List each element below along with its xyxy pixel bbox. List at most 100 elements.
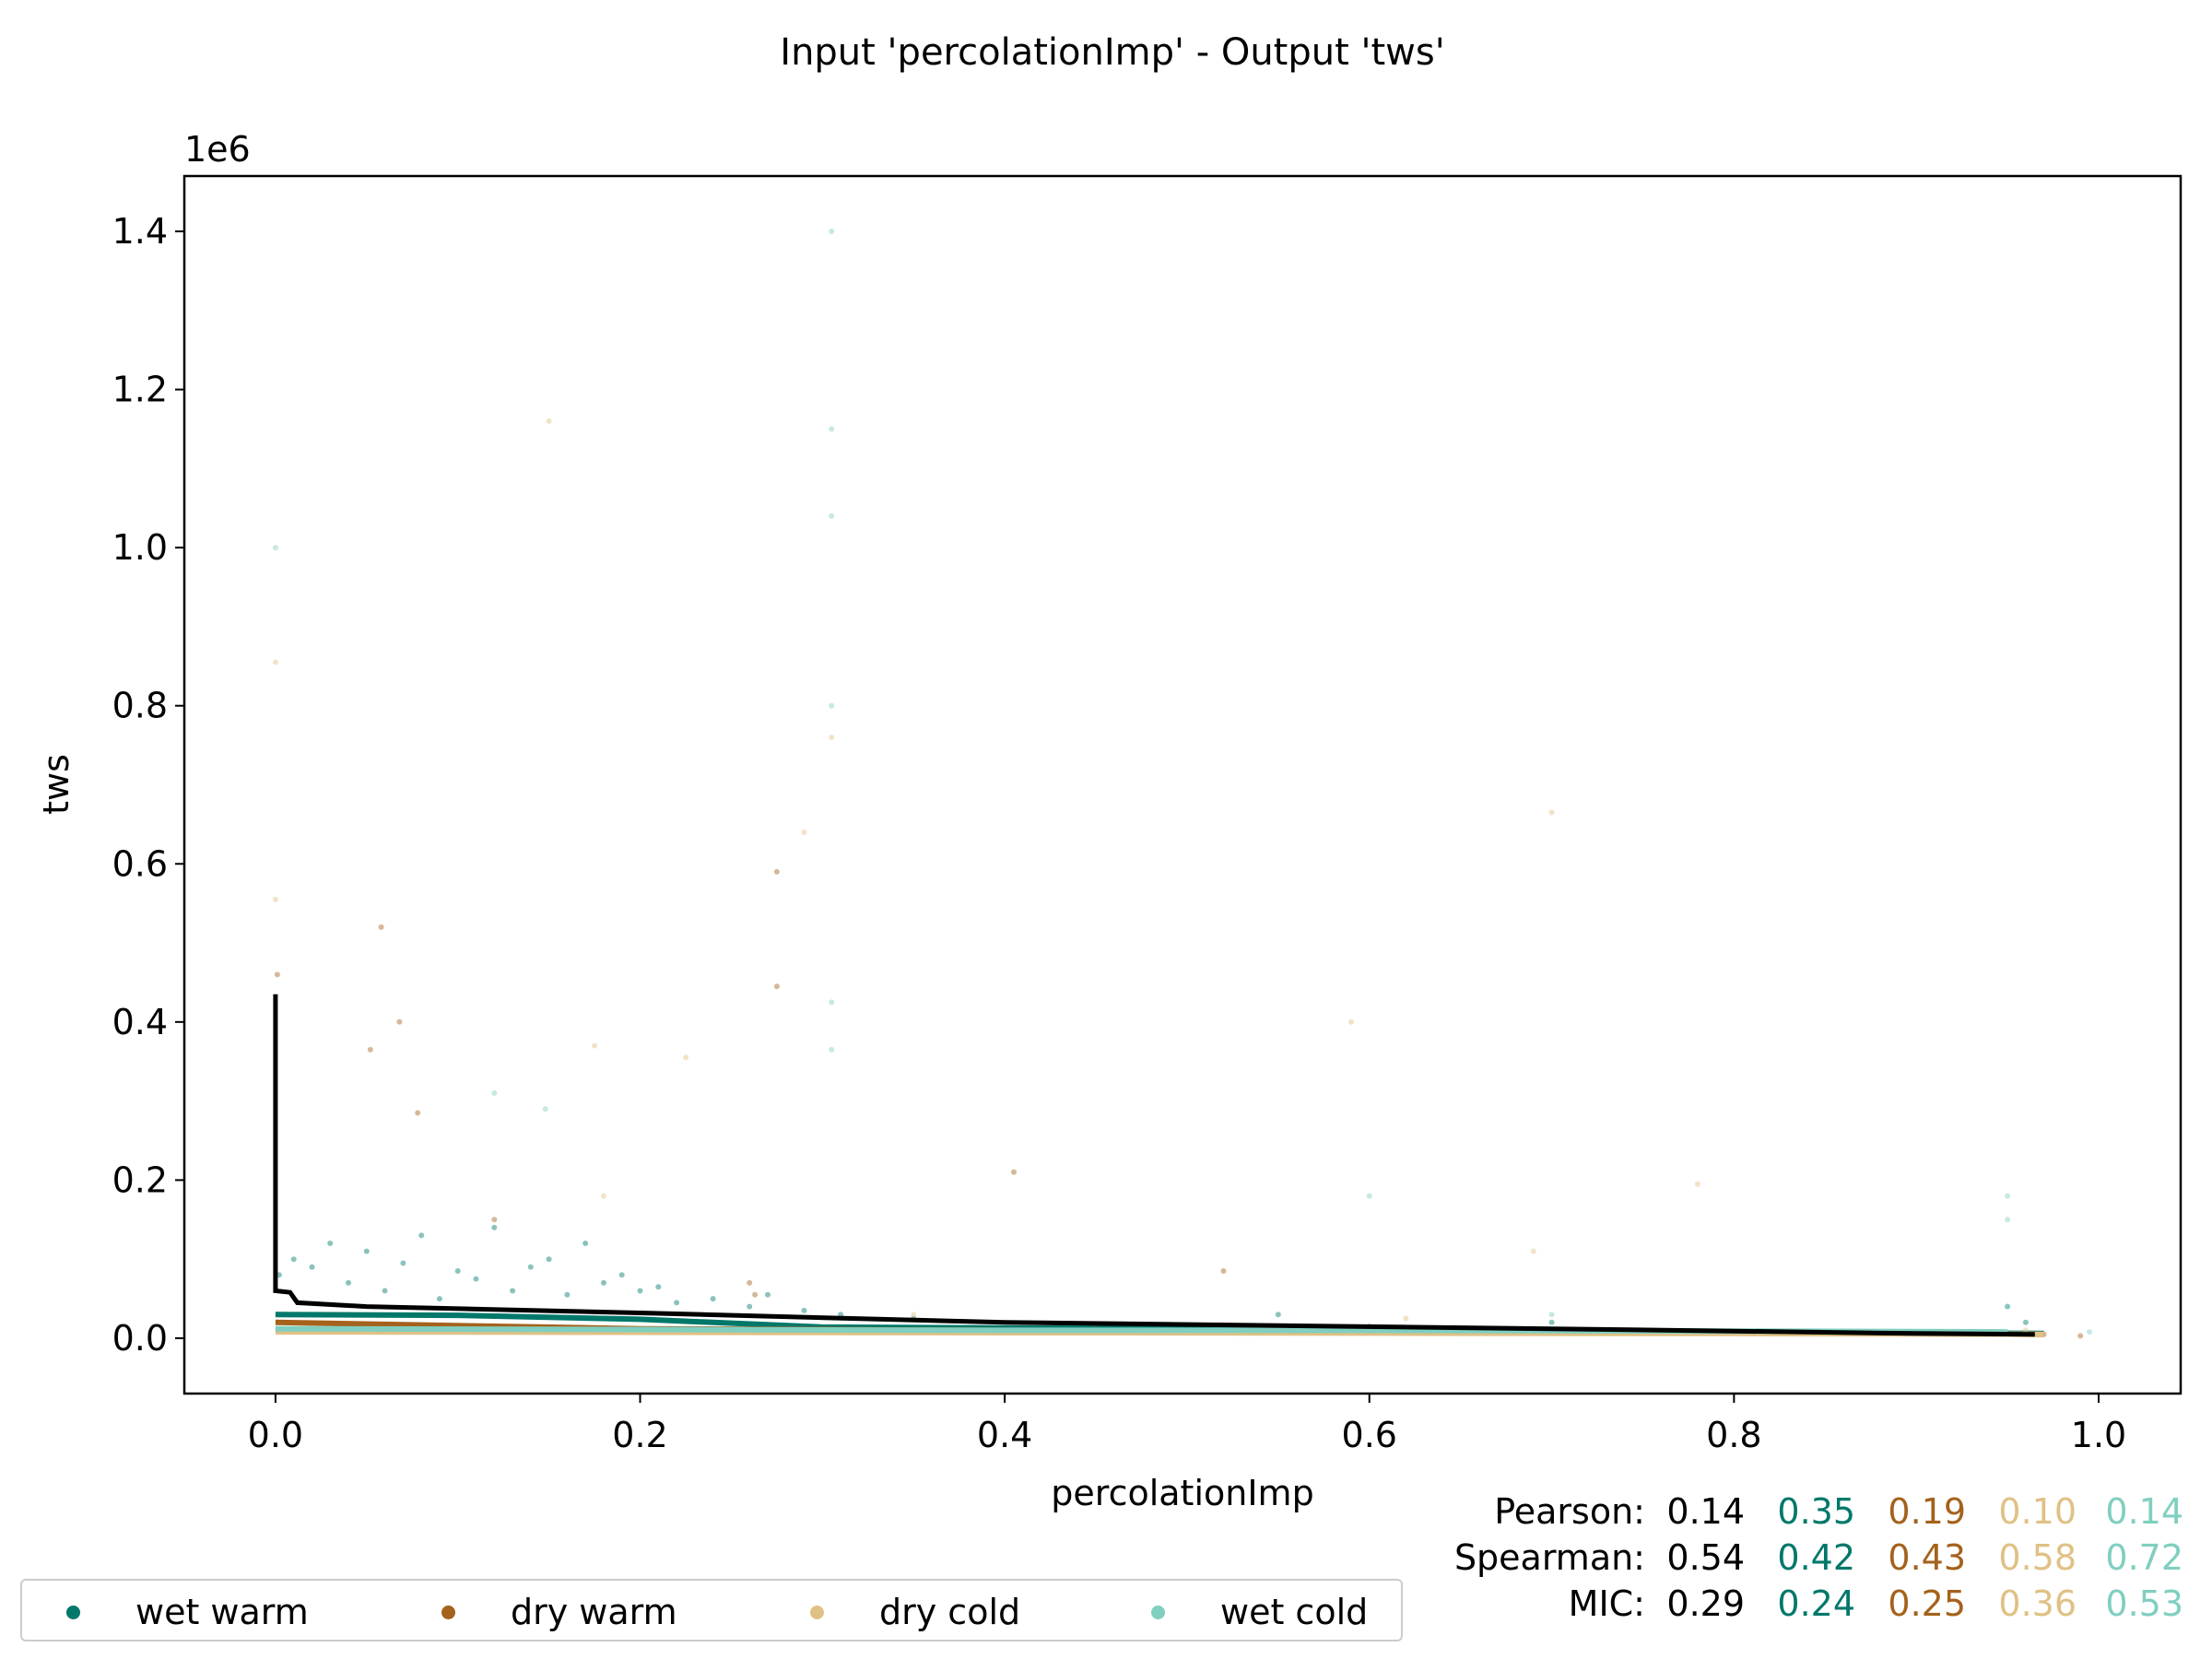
data-point — [418, 1232, 425, 1239]
data-point — [1011, 1169, 1017, 1175]
data-point — [829, 1046, 835, 1053]
legend-entry: wet cold — [1151, 1581, 1368, 1643]
data-point — [272, 545, 278, 551]
plot-frame — [182, 174, 2183, 1395]
stat-value: 0.35 — [1777, 1491, 1855, 1532]
data-point — [765, 1291, 771, 1298]
data-point — [582, 1241, 589, 1246]
stat-value: 0.53 — [2105, 1583, 2183, 1624]
data-point — [396, 1018, 403, 1025]
data-point — [2005, 1217, 2011, 1223]
data-point — [592, 1042, 598, 1049]
data-point — [346, 1279, 351, 1286]
stat-label: MIC: — [1568, 1583, 1645, 1624]
stat-value: 0.24 — [1777, 1583, 1855, 1624]
data-point — [1548, 1319, 1555, 1325]
stat-value: 0.29 — [1666, 1583, 1745, 1624]
stat-label: Pearson: — [1494, 1491, 1645, 1532]
data-point — [1548, 809, 1555, 816]
data-point — [2022, 1319, 2029, 1325]
stat-value: 0.58 — [1998, 1537, 2077, 1578]
y-tick-label: 1.0 — [112, 527, 168, 568]
data-point — [829, 999, 835, 1006]
legend-marker — [441, 1605, 455, 1619]
x-tick-label: 1.0 — [2071, 1415, 2126, 1455]
data-point — [473, 1276, 479, 1282]
legend-entry: dry warm — [441, 1581, 677, 1643]
data-point — [491, 1224, 498, 1230]
legend-label: dry warm — [511, 1592, 677, 1632]
data-point — [773, 983, 780, 990]
data-point — [542, 1106, 548, 1112]
data-point — [272, 896, 278, 902]
stat-value: 0.25 — [1888, 1583, 1966, 1624]
data-point — [829, 735, 835, 740]
chart-title: Input 'percolationImp' - Output 'tws' — [780, 31, 1444, 74]
data-point — [801, 1307, 807, 1313]
y-offset-text: 1e6 — [184, 129, 251, 170]
y-tick-label: 0.6 — [112, 843, 168, 884]
data-point — [382, 1288, 388, 1294]
stat-value: 0.42 — [1777, 1537, 1855, 1578]
data-point — [1366, 1193, 1372, 1199]
data-point — [747, 1279, 753, 1286]
x-tick-label: 0.8 — [1706, 1415, 1761, 1455]
x-axis-label: percolationImp — [1051, 1473, 1313, 1513]
data-point — [309, 1264, 315, 1270]
y-tick-label: 1.4 — [112, 211, 168, 252]
data-point — [454, 1268, 461, 1274]
data-point — [510, 1288, 516, 1294]
y-axis-label: tws — [36, 754, 76, 815]
data-point — [829, 426, 835, 432]
axes: 0.0 0.2 0.4 0.6 0.8 1.0 0.0 0.2 0.4 0.6 0.8 1.0 1.2 1… — [112, 211, 2127, 1455]
plot-area — [272, 229, 2093, 1339]
data-point — [1220, 1268, 1227, 1274]
stat-value: 0.43 — [1888, 1537, 1966, 1578]
data-point — [683, 1054, 688, 1061]
x-tick-label: 0.0 — [248, 1415, 303, 1455]
data-point — [363, 1248, 370, 1254]
x-tick-label: 0.6 — [1342, 1415, 1397, 1455]
data-point — [801, 830, 807, 835]
legend-label: wet cold — [1220, 1592, 1369, 1632]
data-point — [829, 512, 835, 519]
data-point — [272, 659, 278, 665]
data-point — [564, 1291, 571, 1298]
data-point — [1403, 1315, 1409, 1322]
data-point — [290, 1256, 297, 1263]
legend: wet warm dry warm dry cold wet cold — [20, 1579, 1403, 1641]
data-point — [378, 924, 384, 930]
stat-value: 0.72 — [2105, 1537, 2183, 1578]
data-point — [1530, 1248, 1536, 1254]
data-point — [2077, 1333, 2084, 1339]
data-point — [1275, 1312, 1281, 1318]
data-point — [1694, 1181, 1700, 1187]
data-point — [2005, 1303, 2011, 1310]
legend-marker — [66, 1605, 80, 1619]
y-tick-label: 0.0 — [112, 1318, 168, 1359]
stat-value: 0.10 — [1998, 1491, 2077, 1532]
legend-marker — [1151, 1605, 1165, 1619]
data-point — [911, 1312, 917, 1318]
data-point — [436, 1296, 442, 1302]
data-point — [1548, 1312, 1555, 1318]
stat-value: 0.19 — [1888, 1491, 1966, 1532]
data-point — [601, 1193, 606, 1199]
data-point — [2087, 1329, 2093, 1335]
data-point — [710, 1296, 716, 1302]
y-tick-label: 0.8 — [112, 686, 168, 726]
stat-value: 0.14 — [2105, 1491, 2183, 1532]
y-tick-label: 1.2 — [112, 370, 168, 410]
data-point — [773, 868, 780, 875]
data-point — [618, 1272, 625, 1278]
data-point — [2005, 1193, 2011, 1199]
legend-entry: dry cold — [810, 1581, 1020, 1643]
data-point — [527, 1264, 534, 1270]
legend-entry: wet warm — [66, 1581, 309, 1643]
stat-value: 0.36 — [1998, 1583, 2077, 1624]
data-point — [829, 229, 835, 234]
data-point — [1348, 1018, 1354, 1025]
data-point — [829, 702, 835, 709]
data-point — [367, 1046, 373, 1053]
y-tick-label: 0.2 — [112, 1159, 168, 1200]
